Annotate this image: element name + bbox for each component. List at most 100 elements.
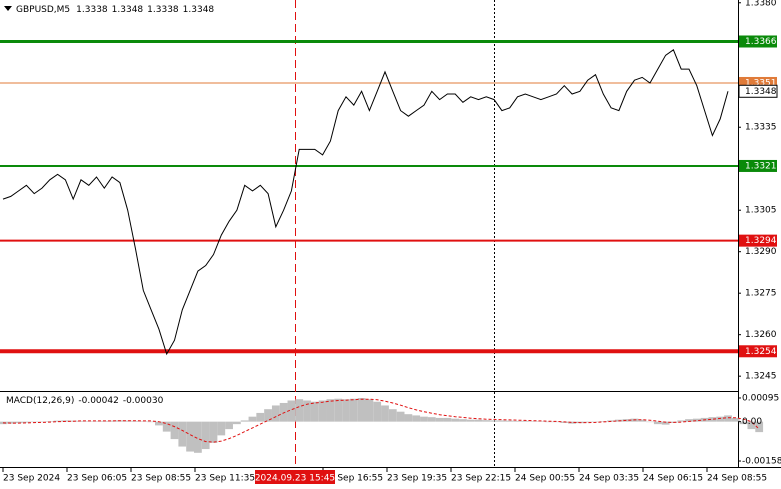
macd-bar: [92, 421, 101, 422]
macd-bar: [303, 400, 311, 422]
macd-bar: [420, 416, 428, 422]
macd-bar: [357, 397, 366, 422]
macd-bar: [232, 421, 241, 425]
macd-bar: [326, 399, 335, 422]
macd-bar: [747, 421, 756, 430]
macd-bar: [279, 402, 288, 422]
macd-bar: [443, 417, 452, 422]
price-line: [2, 49, 729, 356]
macd-bar: [45, 421, 54, 422]
macd-bar: [22, 421, 31, 423]
y-tick-label: 1.3245: [745, 372, 777, 382]
level-label: 1.3366: [745, 37, 777, 47]
macd-bar: [193, 421, 202, 453]
macd-bar: [521, 420, 530, 422]
macd-bar: [334, 398, 343, 422]
macd-bar: [396, 411, 405, 422]
level-label: 1.3321: [745, 161, 777, 171]
macd-bar: [708, 417, 717, 422]
macd-y-tick-label: 0.00095: [742, 393, 779, 403]
macd-bar: [349, 398, 358, 422]
macd-bar: [677, 420, 686, 422]
macd-bar: [544, 421, 553, 423]
macd-bar: [435, 417, 444, 422]
macd-bar: [178, 421, 187, 447]
macd-signal: -0.00030: [123, 396, 164, 406]
macd-bar: [209, 421, 218, 443]
macd-bar: [108, 420, 117, 422]
x-tick-label: 23 Sep 22:15: [451, 474, 511, 484]
macd-bar: [459, 419, 467, 422]
macd-bar: [295, 399, 304, 422]
last-price-label: 1.3348: [745, 87, 777, 97]
macd-bar: [739, 421, 748, 425]
macd-bar: [552, 421, 561, 423]
macd-bar: [155, 421, 163, 426]
menu-arrow[interactable]: [4, 6, 12, 11]
symbol: GBPUSD,M5: [16, 5, 70, 15]
macd-bar: [505, 420, 514, 422]
macd-bar: [131, 420, 140, 422]
macd-bar: [404, 414, 413, 422]
macd-bar: [342, 399, 350, 422]
macd-bar: [225, 421, 233, 430]
macd-bar: [287, 400, 296, 422]
last-price-box: [738, 84, 778, 98]
x-tick-label: 23 Sep 16:55: [323, 474, 383, 484]
macd-bar: [139, 421, 148, 422]
level-label-box: [739, 345, 777, 358]
x-tick-label: 23 Sep 19:35: [387, 474, 447, 484]
macd-bar: [271, 405, 280, 422]
x-tick-label: 24 Sep 00:55: [515, 474, 575, 484]
macd-bar: [498, 420, 506, 422]
macd-bar: [646, 421, 654, 423]
macd-bar: [755, 421, 764, 433]
x-tick-label: 23 Sep 06:05: [67, 474, 127, 484]
cursor-label-box: [255, 470, 335, 484]
macd-bar: [731, 417, 740, 422]
macd-y-tick-label: 0.00: [742, 417, 762, 427]
y-tick-label: 1.3260: [745, 330, 777, 340]
macd-bar: [240, 420, 249, 422]
macd-bar: [451, 418, 460, 422]
level-label-box: [739, 35, 777, 48]
macd-bar: [568, 421, 576, 424]
macd-bar: [38, 421, 46, 423]
macd-bar: [201, 421, 210, 450]
y-tick-label: 1.3335: [745, 123, 777, 133]
level-label: 1.3351: [745, 78, 777, 88]
low: 1.3338: [147, 5, 179, 15]
macd-bar: [537, 421, 545, 422]
x-tick-label: 24 Sep 08:55: [707, 474, 767, 484]
macd-bar: [373, 401, 382, 422]
chart-header: GBPUSD,M5 1.3338 1.3348 1.3338 1.3348: [16, 5, 214, 15]
high: 1.3348: [112, 5, 144, 15]
macd-bar: [318, 400, 327, 422]
y-tick-label: 1.3290: [745, 247, 777, 257]
open: 1.3338: [76, 5, 108, 15]
macd-bar: [529, 421, 538, 422]
macd-bar: [84, 421, 93, 422]
macd-bar: [685, 419, 693, 422]
cursor-label: 2024.09.23 15:45: [255, 474, 335, 484]
x-tick-label: 24 Sep 03:35: [579, 474, 639, 484]
macd-header: MACD(12,26,9) -0.00042 -0.00030: [6, 396, 164, 406]
macd-bar: [217, 421, 226, 436]
x-tick-label: 23 Sep 2024: [3, 474, 60, 484]
macd-bar: [381, 405, 389, 422]
macd-bar: [692, 418, 701, 422]
macd-bar: [14, 421, 23, 424]
macd-bar: [513, 420, 522, 422]
macd-bar: [310, 401, 319, 422]
level-label: 1.3254: [745, 347, 777, 357]
macd-bar: [256, 412, 265, 422]
x-tick-label: 23 Sep 08:55: [131, 474, 191, 484]
macd-bar: [490, 420, 499, 422]
macd-bar: [599, 421, 608, 422]
macd-bar: [53, 420, 62, 422]
x-tick-label: 23 Sep 11:35: [195, 474, 255, 484]
macd-bar: [638, 419, 647, 422]
macd-bar: [412, 415, 421, 422]
macd-bar: [653, 421, 662, 425]
